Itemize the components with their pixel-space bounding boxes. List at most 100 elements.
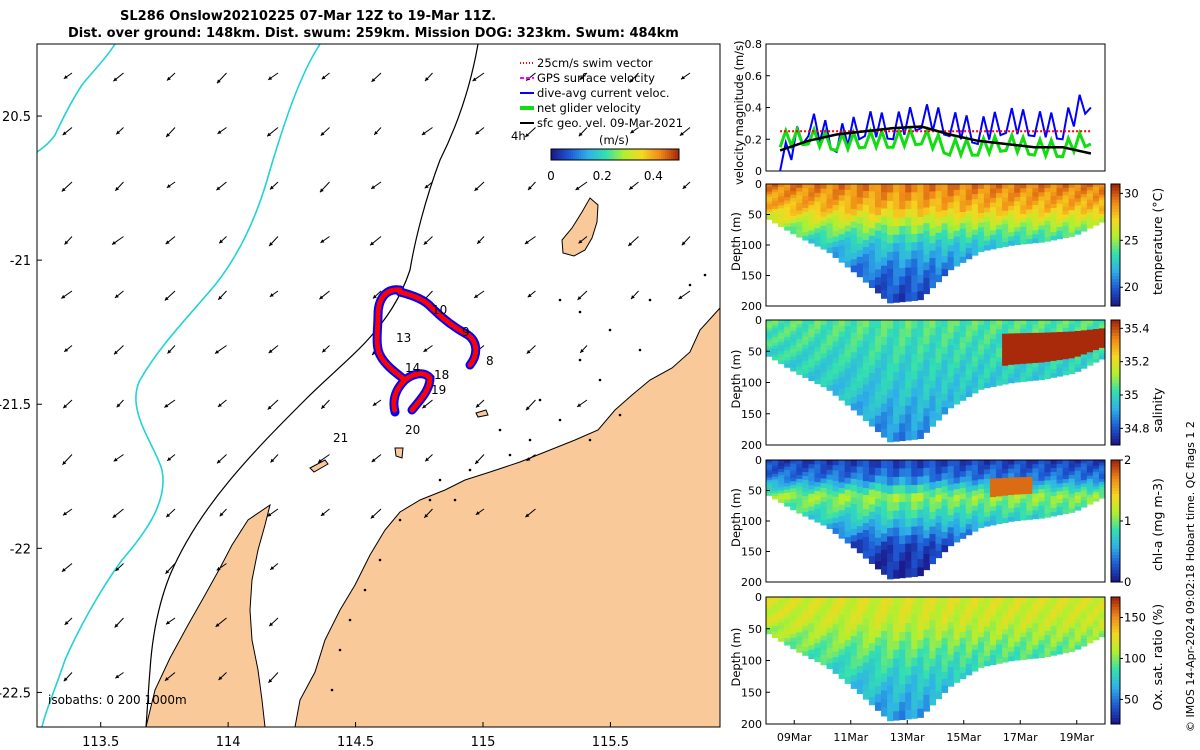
heatmap-cell [1014,472,1021,478]
heatmap-cell [826,233,834,239]
heatmap-cell [953,645,961,653]
heatmap-cell [1074,191,1082,196]
heatmap-cell [917,345,924,355]
small-island [309,459,329,473]
heatmap-cell [1062,351,1070,356]
heatmap-cell [929,556,936,565]
heatmap-cell [935,655,943,663]
heatmap-cell [1080,344,1088,349]
heatmap-cell [844,255,852,262]
heatmap-cell [1014,498,1021,504]
heatmap-cell [1002,638,1009,644]
heatmap-cell [965,470,973,477]
heatmap-cell [947,245,955,252]
heatmap-cell [881,208,888,218]
heatmap-cell [1032,196,1039,202]
heatmap-cell [832,252,840,258]
heatmap-cell [996,380,1003,386]
heatmap-cell [983,240,991,246]
reef-dot [363,588,367,592]
heatmap-cell [1014,477,1021,483]
heatmap-cell [1008,473,1015,479]
heatmap-cell [820,478,828,484]
heatmap-cell [887,676,894,686]
heatmap-cell [1032,200,1039,206]
panel-colorbar-cell [1111,354,1120,358]
heatmap-cell [1032,636,1039,642]
heatmap-cell [959,331,967,338]
heatmap-cell [947,628,955,636]
heatmap-cell [832,613,840,620]
heatmap-cell [802,630,809,636]
heatmap-cell [965,476,973,482]
heatmap-cell [1086,361,1094,366]
panel-colorbar-cell [1111,548,1120,552]
heatmap-cell [965,341,973,348]
heatmap-cell [820,372,828,378]
heatmap-cell [1020,654,1027,660]
heatmap-cell [935,225,943,234]
heatmap-cell [1056,649,1064,655]
heatmap-cell [989,188,997,194]
heatmap-cell [923,207,930,216]
heatmap-cell [826,499,834,505]
heatmap-cell [941,644,949,653]
velocity-arrow-head [114,623,119,628]
heatmap-cell [850,397,858,405]
heatmap-cell [1020,184,1027,189]
heatmap-cell [1026,649,1033,655]
heatmap-cell [929,184,936,192]
heatmap-cell [1074,488,1082,493]
velocity-arrow-head [166,76,171,81]
heatmap-cell [887,398,894,408]
heatmap-cell [947,257,955,265]
heatmap-cell [772,617,779,621]
heatmap-cell [850,636,858,644]
heatmap-cell [929,228,936,237]
heatmap-cell [959,597,967,604]
heatmap-cell [838,342,846,350]
colorbar-cell [611,149,614,160]
heatmap-cell [850,460,858,467]
heatmap-cell [772,634,779,639]
heatmap-cell [911,413,918,423]
heatmap-cell [808,363,815,369]
heatmap-cell [1080,618,1088,623]
heatmap-cell [838,200,846,207]
heatmap-cell [844,326,852,333]
heatmap-cell [778,628,785,633]
panel-colorbar-cell [1111,692,1120,696]
heatmap-cell [1080,500,1088,505]
heatmap-cell [1074,485,1082,490]
heatmap-cell [826,627,834,634]
heatmap-cell [917,597,924,607]
heatmap-cell [874,545,882,554]
heatmap-cell [899,293,906,303]
heatmap-cell [838,377,846,384]
heatmap-cell [844,380,852,388]
heatmap-cell [989,221,997,227]
heatmap-cell [1062,628,1070,634]
heatmap-cell [790,349,797,354]
heatmap-cell [868,380,876,389]
panel-colorbar-cell [1111,641,1120,646]
heatmap-cell [1026,605,1033,611]
depth-ytick-label: 200 [741,576,762,589]
heatmap-cell [893,234,900,244]
heatmap-cell [971,660,979,667]
heatmap-cell [899,493,906,503]
heatmap-cell [1098,625,1106,629]
heatmap-cell [929,365,936,374]
heatmap-cell [1008,184,1015,189]
heatmap-cell [929,243,936,252]
heatmap-cell [983,464,991,470]
heatmap-cell [1068,195,1076,200]
heatmap-cell [971,510,979,517]
heatmap-cell [1062,502,1070,507]
heatmap-cell [953,627,961,635]
heatmap-cell [1080,486,1088,491]
heatmap-cell [1044,626,1052,632]
heatmap-cell [1014,494,1021,500]
heatmap-cell [766,186,773,190]
heatmap-cell [1026,502,1033,508]
